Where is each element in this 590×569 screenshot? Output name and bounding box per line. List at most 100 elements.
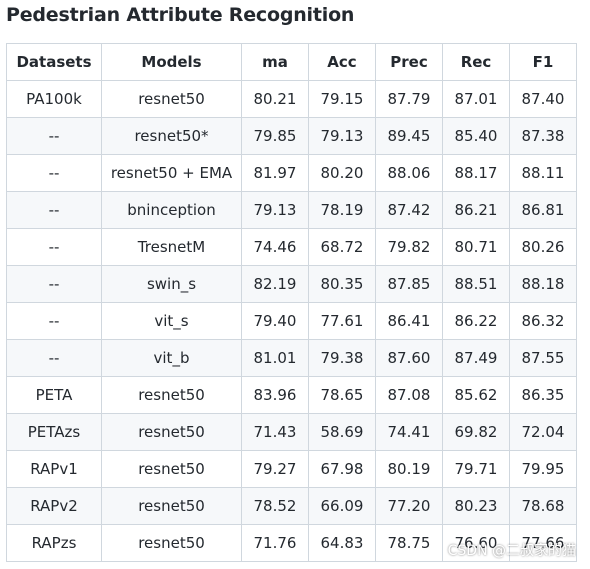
dataset-cell: PETA [6,376,102,414]
header-models: Models [101,43,242,81]
ma-cell: 79.40 [241,302,309,340]
table-row: -- vit_s 79.40 77.61 86.41 86.22 86.32 [6,302,577,340]
dataset-cell: -- [6,265,102,303]
ma-cell: 78.52 [241,487,309,525]
model-cell: resnet50 [101,487,242,525]
acc-cell: 77.61 [308,302,376,340]
ma-cell: 79.85 [241,117,309,155]
dataset-cell: -- [6,339,102,377]
prec-cell: 87.85 [375,265,443,303]
f1-cell: 87.40 [509,80,577,118]
f1-cell: 72.04 [509,413,577,451]
dataset-cell: RAPzs [6,524,102,562]
ma-cell: 81.01 [241,339,309,377]
watermark: CSDN @二叔家的猫 [447,543,576,559]
model-cell: resnet50 [101,450,242,488]
prec-cell: 74.41 [375,413,443,451]
prec-cell: 87.42 [375,191,443,229]
header-row: Datasets Models ma Acc Prec Rec F1 [6,43,577,81]
header-rec: Rec [442,43,510,81]
prec-cell: 80.19 [375,450,443,488]
prec-cell: 87.79 [375,80,443,118]
table-row: -- resnet50* 79.85 79.13 89.45 85.40 87.38 [6,117,577,155]
model-cell: resnet50 + EMA [101,154,242,192]
rec-cell: 79.71 [442,450,510,488]
ma-cell: 82.19 [241,265,309,303]
prec-cell: 89.45 [375,117,443,155]
page-title: Pedestrian Attribute Recognition [6,4,355,26]
prec-cell: 88.06 [375,154,443,192]
ma-cell: 74.46 [241,228,309,266]
header-acc: Acc [308,43,376,81]
prec-cell: 78.75 [375,524,443,562]
dataset-cell: RAPv2 [6,487,102,525]
dataset-cell: -- [6,191,102,229]
prec-cell: 77.20 [375,487,443,525]
table-row: -- TresnetM 74.46 68.72 79.82 80.71 80.26 [6,228,577,266]
ma-cell: 71.76 [241,524,309,562]
acc-cell: 68.72 [308,228,376,266]
dataset-cell: PA100k [6,80,102,118]
table-row: -- bninception 79.13 78.19 87.42 86.21 86.81 [6,191,577,229]
acc-cell: 79.15 [308,80,376,118]
model-cell: resnet50* [101,117,242,155]
dataset-cell: -- [6,117,102,155]
f1-cell: 86.81 [509,191,577,229]
table-row: RAPv2 resnet50 78.52 66.09 77.20 80.23 78.68 [6,487,577,525]
rec-cell: 88.17 [442,154,510,192]
model-cell: swin_s [101,265,242,303]
ma-cell: 81.97 [241,154,309,192]
model-cell: resnet50 [101,80,242,118]
acc-cell: 78.19 [308,191,376,229]
f1-cell: 80.26 [509,228,577,266]
prec-cell: 86.41 [375,302,443,340]
rec-cell: 69.82 [442,413,510,451]
model-cell: resnet50 [101,376,242,414]
table-row: PETA resnet50 83.96 78.65 87.08 85.62 86.35 [6,376,577,414]
dataset-cell: -- [6,302,102,340]
rec-cell: 85.62 [442,376,510,414]
dataset-cell: -- [6,154,102,192]
acc-cell: 79.38 [308,339,376,377]
prec-cell: 87.08 [375,376,443,414]
header-prec: Prec [375,43,443,81]
f1-cell: 77.66 [509,524,577,562]
ma-cell: 83.96 [241,376,309,414]
table-row: -- swin_s 82.19 80.35 87.85 88.51 88.18 [6,265,577,303]
acc-cell: 64.83 [308,524,376,562]
model-cell: TresnetM [101,228,242,266]
table-row: -- resnet50 + EMA 81.97 80.20 88.06 88.17 88.1… [6,154,577,192]
rec-cell: 87.49 [442,339,510,377]
ma-cell: 80.21 [241,80,309,118]
acc-cell: 79.13 [308,117,376,155]
rec-cell: 80.71 [442,228,510,266]
rec-cell: 85.40 [442,117,510,155]
rec-cell: 87.01 [442,80,510,118]
results-table: Datasets Models ma Acc Prec Rec F1 PA100… [6,43,577,562]
table-header: Datasets Models ma Acc Prec Rec F1 [6,43,577,81]
header-datasets: Datasets [6,43,102,81]
rec-cell: 80.23 [442,487,510,525]
ma-cell: 79.13 [241,191,309,229]
model-cell: vit_s [101,302,242,340]
model-cell: vit_b [101,339,242,377]
acc-cell: 78.65 [308,376,376,414]
table-row: RAPv1 resnet50 79.27 67.98 80.19 79.71 79.95 [6,450,577,488]
model-cell: resnet50 [101,413,242,451]
acc-cell: 80.20 [308,154,376,192]
dataset-cell: -- [6,228,102,266]
acc-cell: 58.69 [308,413,376,451]
prec-cell: 87.60 [375,339,443,377]
header-ma: ma [241,43,309,81]
f1-cell: 87.38 [509,117,577,155]
ma-cell: 71.43 [241,413,309,451]
table-row: -- vit_b 81.01 79.38 87.60 87.49 87.55 [6,339,577,377]
ma-cell: 79.27 [241,450,309,488]
table-row: PETAzs resnet50 71.43 58.69 74.41 69.82 72.04 [6,413,577,451]
model-cell: bninception [101,191,242,229]
rec-cell: 88.51 [442,265,510,303]
prec-cell: 79.82 [375,228,443,266]
table-row: RAPzs resnet50 71.76 64.83 78.75 76.60 77.66 [6,524,577,562]
rec-cell: 86.21 [442,191,510,229]
acc-cell: 66.09 [308,487,376,525]
